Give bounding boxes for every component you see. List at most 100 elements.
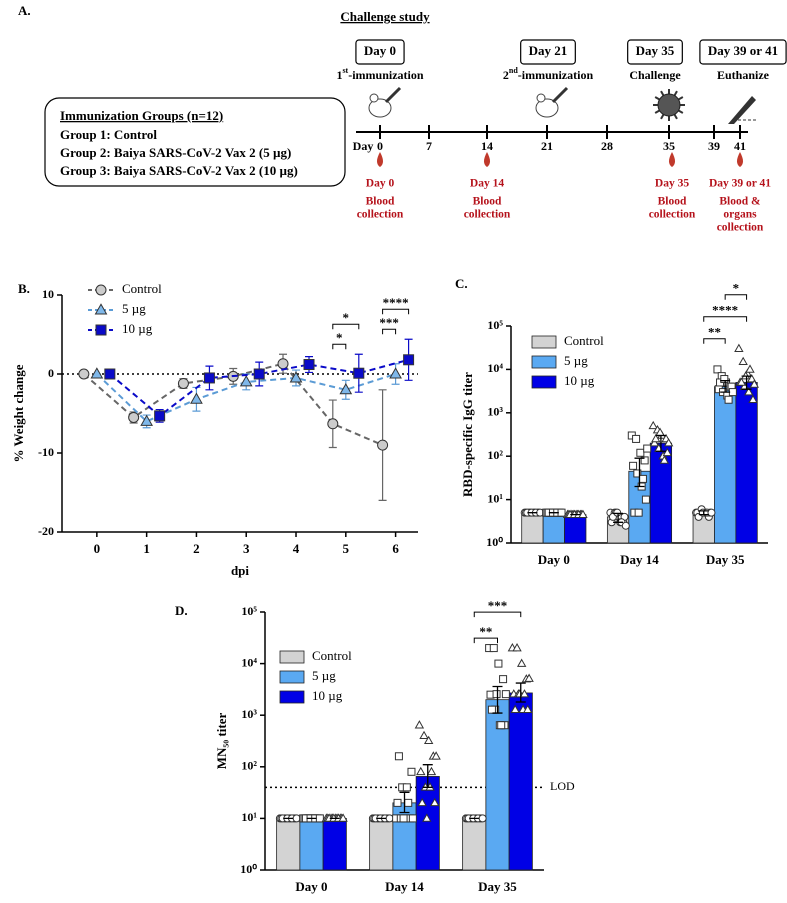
data-point [289,371,303,383]
x-tick-label: 3 [243,541,250,556]
significance-label: * [343,310,350,325]
data-point [634,508,643,517]
x-tick-label: Day 0 [295,879,327,894]
y-tick-label: -20 [38,524,54,538]
panel-label: B. [18,281,30,296]
timeline-tick-label: 28 [601,139,613,153]
blood-drop [737,152,743,167]
error-bar [698,510,709,516]
data-point [621,521,630,530]
data-point [353,367,365,379]
timeline-tick-label: 0 [377,139,383,153]
significance-label: * [336,330,343,345]
legend-label: Control [312,648,352,663]
data-point [523,704,533,713]
bar [299,818,324,871]
legend-label: Control [122,281,162,296]
error-bar [634,457,645,488]
bar [564,514,587,544]
data-point [643,444,652,453]
legend-swatch [531,375,557,389]
data-point [489,644,498,653]
scalpel-icon [728,96,756,124]
data-point [749,379,759,388]
legend-label: 10 µg [312,688,343,703]
data-point [292,814,301,823]
data-point [649,438,660,447]
y-tick-label: 10⁰ [486,535,503,549]
data-point [419,730,429,740]
collection-text: collection [464,209,511,221]
data-point [640,456,649,465]
significance-label: *** [379,315,399,330]
data-point [648,420,658,430]
legend-label: 10 µg [122,321,153,336]
data-point [414,720,425,729]
significance-label: ** [708,325,721,340]
data-point [487,705,496,714]
x-tick-label: Day 35 [706,552,745,567]
timeline-tick-label: 41 [734,139,746,153]
data-point [422,813,432,822]
legend-label: Control [564,333,604,348]
bar [276,818,301,871]
data-point [632,434,641,443]
error-bar [655,434,666,452]
y-axis-label: RBD-specific IgG titer [460,372,475,497]
group-box-title: Immunization Groups (n=12) [60,108,223,123]
event-caption-part: -immunization [348,68,424,82]
x-tick-label: 1 [143,541,150,556]
timeline-tick-label: 35 [663,139,675,153]
x-tick-label: 0 [94,541,101,556]
event-day: Day 21 [529,43,568,58]
y-tick-label: 10¹ [241,810,257,824]
significance-bracket [724,294,748,300]
legend-swatch [279,650,305,664]
data-point [377,439,389,451]
data-point [651,433,661,443]
bar [521,512,544,544]
error-bar [515,682,526,703]
event-day: Day 0 [364,43,396,58]
data-point [408,814,417,823]
legend-marker [94,303,108,315]
data-point [557,508,566,517]
collection-text: organs [723,209,757,221]
y-axis-label: MN₅₀ titer [214,713,229,770]
data-point [501,690,510,699]
x-tick-label: 5 [343,541,350,556]
blood-drop [377,152,383,167]
bar [735,382,758,544]
event-caption-part: nd [509,66,518,75]
error-bar [720,380,731,393]
data-point [728,388,737,397]
legend-swatch [531,335,557,349]
y-tick-label: 10² [241,759,257,773]
collection-text: Blood [658,196,687,208]
data-point [478,814,487,823]
data-point [736,377,747,386]
study-title: Challenge study [340,9,430,24]
data-point [510,704,520,713]
data-point [663,438,674,447]
group-item: Group 2: Baiya SARS-CoV-2 Vax 2 (5 µg) [60,145,291,160]
collection-text: collection [717,222,764,234]
significance-bracket [382,328,397,335]
event-caption: Challenge [629,68,681,82]
data-point [638,474,647,483]
mouse-icon [368,98,392,118]
mouse-icon [535,98,559,118]
event-caption-part: -immunization [518,68,594,82]
bar [462,818,487,871]
data-point [720,375,729,384]
data-point [516,658,527,667]
event-caption-part: 2 [503,68,509,82]
x-tick-label: 6 [392,541,399,556]
data-point [738,356,748,366]
timeline-tick-label: 14 [481,139,493,153]
data-point [239,375,253,387]
data-point [629,461,638,470]
collection-day: Day 0 [366,178,395,190]
data-point [303,359,315,371]
error-bar [422,764,433,788]
